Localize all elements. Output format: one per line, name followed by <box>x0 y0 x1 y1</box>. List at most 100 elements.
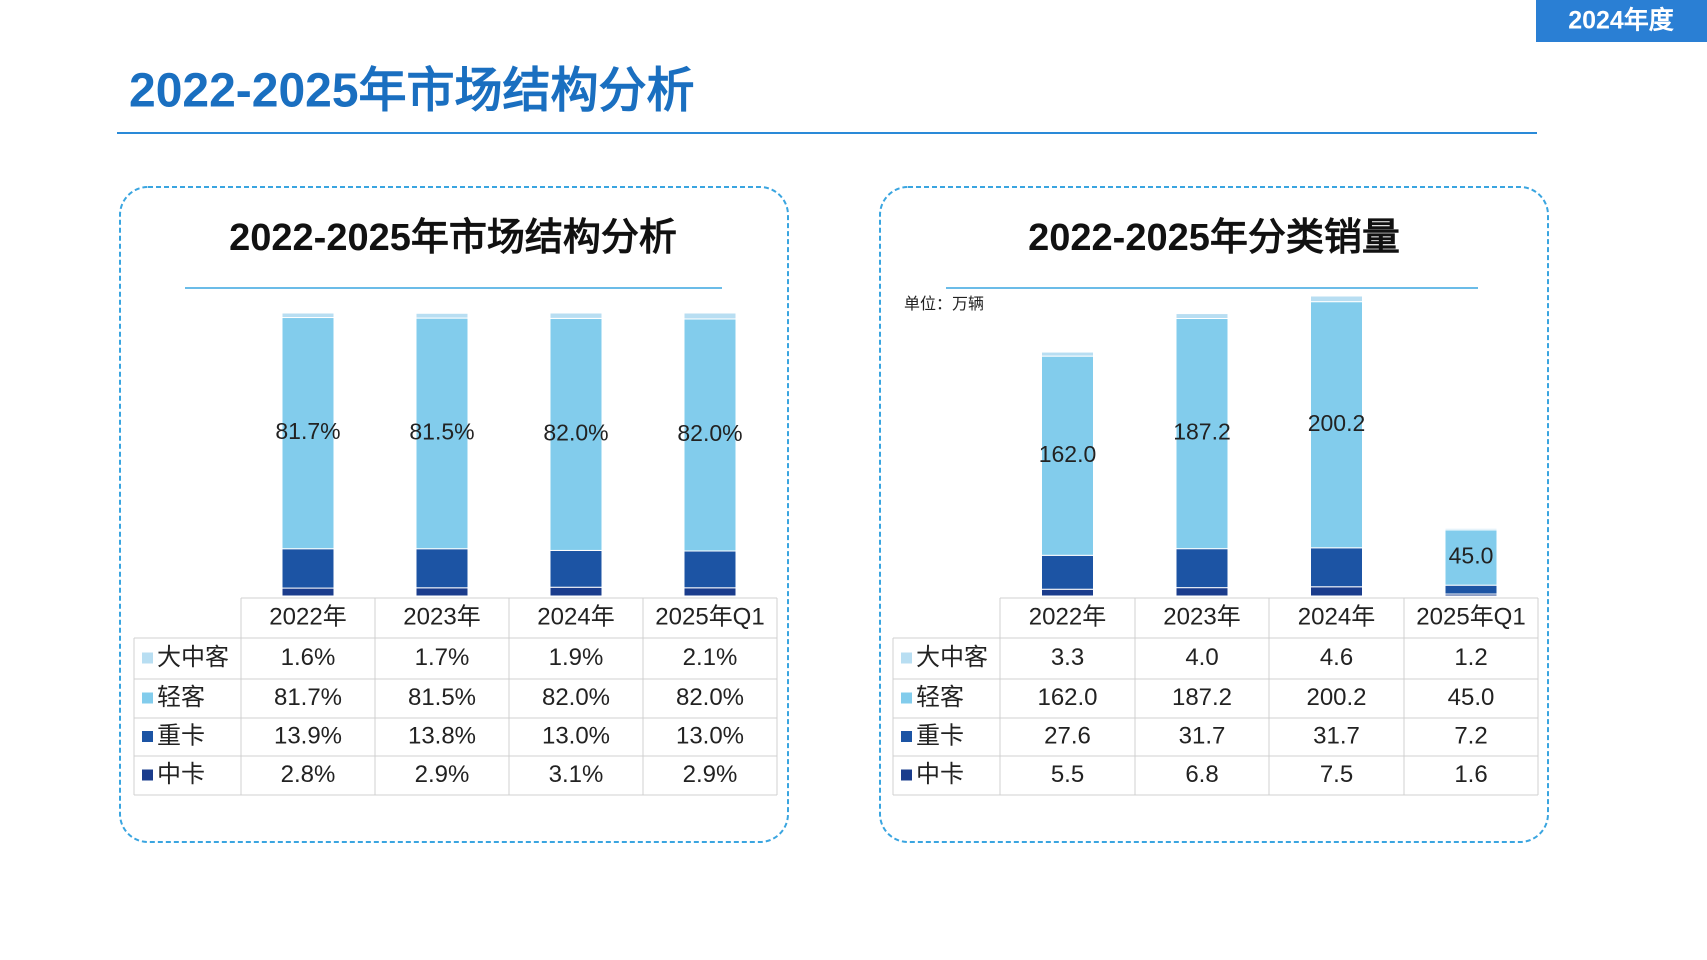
table-cell: 7.2 <box>1454 722 1487 749</box>
table-cell: 1.9% <box>549 644 604 671</box>
table-cell: 45.0 <box>1448 684 1495 711</box>
bar-segment <box>1310 301 1363 549</box>
bar-segment <box>1175 548 1229 589</box>
table-cell: 13.9% <box>274 722 342 749</box>
table-cell: 1.6 <box>1454 761 1487 788</box>
table-cell: 13.0% <box>542 722 610 749</box>
legend-label: 轻客 <box>916 684 964 711</box>
bar-segment <box>415 317 469 550</box>
table-cell: 82.0% <box>676 684 744 711</box>
table-cell: 2.9% <box>683 761 738 788</box>
bar-segment <box>549 312 603 319</box>
bar-segment <box>549 549 603 588</box>
legend-swatch <box>901 692 912 704</box>
bar-segment <box>683 550 737 589</box>
legend-label: 重卡 <box>916 722 964 749</box>
table-cell: 82.0% <box>542 684 610 711</box>
legend-swatch <box>901 731 912 742</box>
data-label: 81.7% <box>275 418 340 444</box>
chart-title: 2022-2025年分类销量 <box>1028 217 1400 259</box>
data-label: 187.2 <box>1173 419 1231 445</box>
column-header: 2022年 <box>1029 603 1106 630</box>
bar-segment <box>1310 295 1363 303</box>
data-label: 45.0 <box>1449 543 1494 569</box>
badge: 2024年度 <box>1568 6 1674 35</box>
bar-segment <box>281 548 335 589</box>
table-cell: 1.2 <box>1454 644 1487 671</box>
legend-label: 中卡 <box>157 761 205 788</box>
table-cell: 2.8% <box>281 761 336 788</box>
table-cell: 31.7 <box>1313 722 1360 749</box>
table-cell: 4.0 <box>1185 644 1218 671</box>
table-cell: 27.6 <box>1044 722 1091 749</box>
table-cell: 187.2 <box>1172 684 1232 711</box>
bar-segment <box>1444 529 1498 586</box>
table-cell: 2.1% <box>683 644 738 671</box>
column-header: 2022年 <box>269 603 346 630</box>
table-cell: 3.1% <box>549 761 604 788</box>
bar-segment <box>1175 313 1229 320</box>
bar-segment <box>1041 355 1094 556</box>
bar-segment <box>1041 554 1094 590</box>
bar-segment <box>281 312 335 319</box>
legend-label: 中卡 <box>916 761 964 788</box>
panel <box>879 186 1549 843</box>
data-label: 82.0% <box>677 420 742 446</box>
legend-label: 轻客 <box>157 684 205 711</box>
page-title: 2022-2025年市场结构分析 <box>129 65 695 118</box>
table-cell: 1.7% <box>415 644 470 671</box>
table-cell: 3.3 <box>1051 644 1084 671</box>
bar-segment <box>683 318 737 552</box>
table-cell: 2.9% <box>415 761 470 788</box>
table-cell: 4.6 <box>1320 644 1353 671</box>
bar-segment <box>683 587 737 597</box>
table-cell: 81.7% <box>274 684 342 711</box>
data-label: 81.5% <box>409 418 474 444</box>
column-header: 2023年 <box>1163 603 1240 630</box>
column-header: 2024年 <box>537 603 614 630</box>
legend-swatch <box>142 769 153 781</box>
table-cell: 162.0 <box>1037 684 1097 711</box>
bar-segment <box>1041 588 1094 597</box>
bar-segment <box>1444 527 1498 531</box>
legend-label: 重卡 <box>157 722 205 749</box>
table-cell: 7.5 <box>1320 761 1353 788</box>
legend-swatch <box>901 652 912 664</box>
bar-segment <box>683 312 737 320</box>
column-header: 2025年Q1 <box>655 603 764 630</box>
bar-segment <box>1175 318 1229 550</box>
table-cell: 200.2 <box>1306 684 1366 711</box>
bar-segment <box>415 312 469 319</box>
legend-swatch <box>142 692 153 704</box>
legend-label: 大中客 <box>157 644 229 671</box>
column-header: 2025年Q1 <box>1416 603 1525 630</box>
bar-segment <box>1444 584 1498 595</box>
bar-segment <box>1310 547 1363 588</box>
badge-bg <box>1536 0 1707 42</box>
legend-swatch <box>901 769 912 781</box>
bar-segment <box>281 587 335 597</box>
data-label: 82.0% <box>543 419 608 445</box>
bar-segment <box>549 317 603 551</box>
table-cell: 6.8 <box>1185 761 1218 788</box>
chart-title: 2022-2025年市场结构分析 <box>229 217 677 259</box>
table-cell: 13.0% <box>676 722 744 749</box>
bar-segment <box>549 586 603 597</box>
bar-segment <box>1175 587 1229 597</box>
column-header: 2023年 <box>403 603 480 630</box>
panel <box>119 186 789 843</box>
table-cell: 81.5% <box>408 684 476 711</box>
table-cell: 13.8% <box>408 722 476 749</box>
data-label: 162.0 <box>1039 441 1097 467</box>
data-label: 200.2 <box>1308 410 1366 436</box>
column-header: 2024年 <box>1298 603 1375 630</box>
bar-segment <box>415 587 469 597</box>
legend-swatch <box>142 731 153 742</box>
table-cell: 31.7 <box>1179 722 1226 749</box>
table-cell: 5.5 <box>1051 761 1084 788</box>
table-cell: 1.6% <box>281 644 336 671</box>
legend-swatch <box>142 652 153 664</box>
legend-label: 大中客 <box>916 644 988 671</box>
